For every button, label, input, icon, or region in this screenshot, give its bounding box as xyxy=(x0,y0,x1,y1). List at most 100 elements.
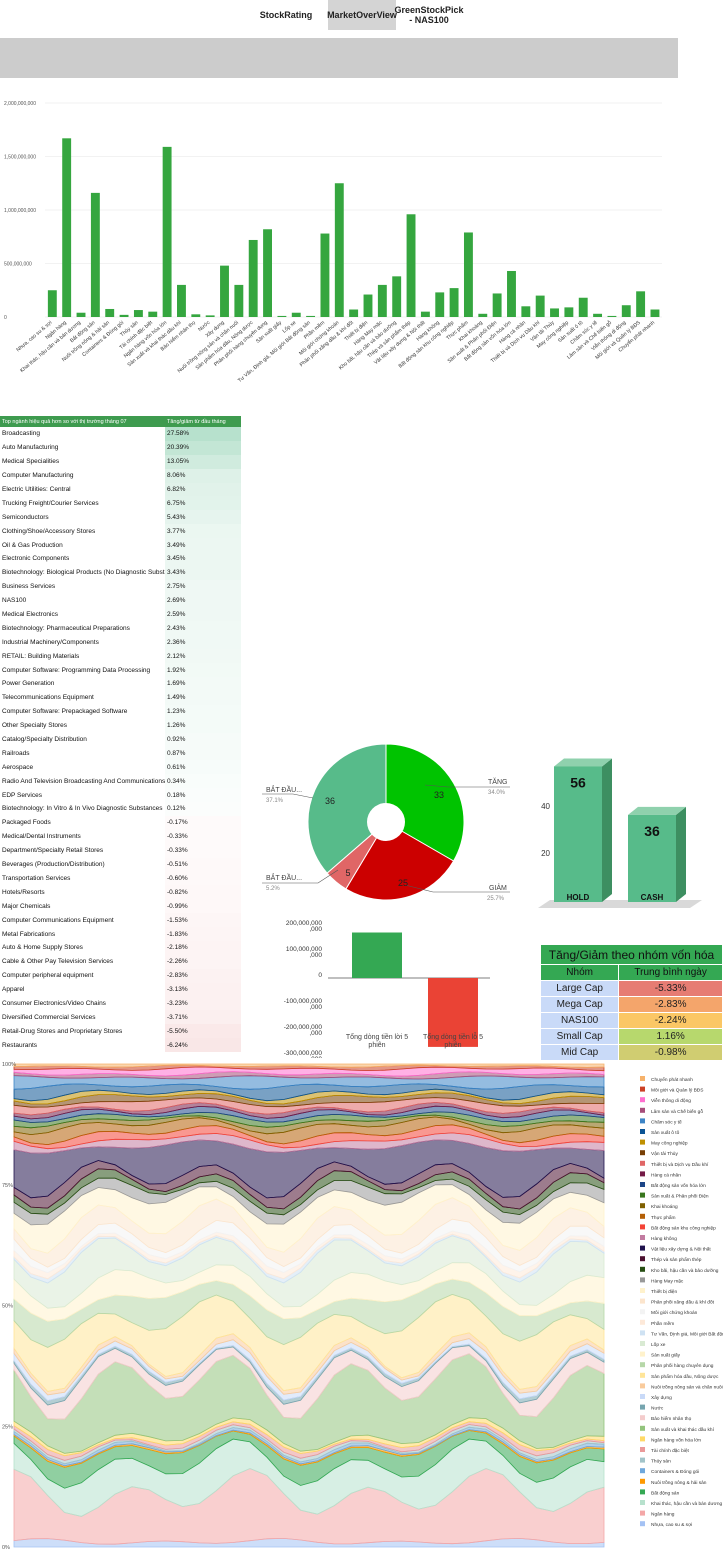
legend-swatch xyxy=(640,1182,645,1187)
legend-swatch xyxy=(640,1097,645,1103)
sector-change: 2.59% xyxy=(165,607,241,622)
table-row: Restaurants -6.24% xyxy=(0,1038,241,1053)
sector-name: NAS100 xyxy=(2,597,27,605)
bar-16 xyxy=(263,229,272,317)
sector-name: Hotels/Resorts xyxy=(2,888,45,896)
sector-name: Retail-Drug Stores and Proprietary Store… xyxy=(2,1027,123,1035)
legend-swatch xyxy=(640,1139,645,1145)
legend-swatch xyxy=(640,1383,645,1389)
legend-swatch xyxy=(640,1150,645,1156)
legend-label: Ngân hàng vốn hóa lớn xyxy=(651,1437,701,1443)
cap-group-name: Large Cap xyxy=(539,980,620,997)
legend-label: Sản phẩm hóa dầu, Nông dược xyxy=(651,1373,719,1380)
sector-name: EDP Services xyxy=(2,791,42,799)
legend-swatch xyxy=(640,1489,645,1495)
sector-change: 0.18% xyxy=(165,788,241,803)
sector-name: Medical Specialities xyxy=(2,458,60,466)
table-row: Electric Utilities: Central 6.82% xyxy=(0,482,241,497)
table-row: Computer peripheral equipment -2.83% xyxy=(0,968,241,983)
legend-label: Nuôi trồng nông & hải sản xyxy=(651,1480,707,1486)
table-row: Beverages (Production/Distribution) -0.51… xyxy=(0,857,241,872)
tab-stock-rating[interactable]: StockRating xyxy=(259,10,313,20)
hold-cash-y-tick-40: 40 xyxy=(541,802,550,811)
legend-swatch xyxy=(640,1500,645,1505)
cap-group-avg: -0.98% xyxy=(618,1044,723,1061)
bar-34 xyxy=(521,306,531,317)
table-row: Medical Electronics 2.59% xyxy=(0,607,241,622)
cap-table-header-avg: Trung bình ngày xyxy=(618,964,723,981)
bar-42 xyxy=(636,291,646,317)
sector-name: Consumer Electronics/Video Chains xyxy=(2,999,106,1007)
sector-name: Biotechnology: Biological Products (No D… xyxy=(2,569,165,577)
sector-change: 3.77% xyxy=(165,524,241,539)
bar-33 xyxy=(507,270,516,317)
flow-y-tick-label: ,000 xyxy=(309,952,322,959)
pie-label-flat-big: BẮT ĐẦU... xyxy=(266,784,302,794)
sector-name: Department/Specialty Retail Stores xyxy=(2,847,104,855)
sector-change: 0.87% xyxy=(165,746,241,761)
table-row: Power Generation 1.69% xyxy=(0,677,241,691)
bar-side-cash xyxy=(676,806,686,902)
bar-hold xyxy=(554,766,602,902)
bar-y-tick-label: 500,000,000 xyxy=(4,262,32,268)
pie-count-up: 33 xyxy=(434,790,444,800)
legend-swatch xyxy=(640,1213,645,1219)
legend-swatch xyxy=(640,1478,645,1484)
sector-name: Packaged Foods xyxy=(2,819,51,827)
flow-bar-2 xyxy=(428,978,478,1047)
legend-label: Nước xyxy=(651,1406,664,1412)
table-row: Retail-Drug Stores and Proprietary Store… xyxy=(0,1024,241,1039)
sector-change: 8.06% xyxy=(165,468,241,483)
pie-slice-1 xyxy=(385,743,465,862)
bar-10 xyxy=(177,284,186,317)
table-row: Aerospace 0.61% xyxy=(0,760,241,775)
tab-market-overview[interactable]: MarketOverView xyxy=(327,0,397,30)
legend-label: Containers & Đóng gói xyxy=(651,1469,699,1475)
legend-label: Thủy sản xyxy=(651,1458,671,1465)
legend-label: May công nghiệp xyxy=(651,1141,688,1147)
pie-slices xyxy=(307,743,465,901)
sector-share-area-chart: 100% 75% 50% 25% 0% Chuyển phát nhanh Môi giớ… xyxy=(2,1062,723,1551)
table-row: RETAIL: Building Materials 2.12% xyxy=(0,649,241,664)
bar-38 xyxy=(578,297,588,317)
sector-name: Biotechnology: In Vitro & In Vivo Diagno… xyxy=(2,805,163,813)
legend-swatch xyxy=(640,1351,645,1357)
sector-change: -1.53% xyxy=(165,913,241,928)
bar-y-tick-label: 1,000,000,000 xyxy=(4,208,36,214)
legend-swatch xyxy=(640,1203,645,1209)
pie-leader-lines xyxy=(262,784,510,893)
legend-swatch xyxy=(640,1330,645,1336)
bar-value-cash: 36 xyxy=(644,823,660,839)
legend-label: Vật liệu xây dựng & Nội thất xyxy=(651,1247,711,1253)
table-row: Large Cap -5.33% xyxy=(539,980,723,997)
sector-change: -0.51% xyxy=(165,857,241,872)
bar-chart-y-ticks: 2,000,000,000 1,500,000,000 1,000,000,000 5… xyxy=(4,101,36,321)
bar-y-tick-label: 2,000,000,000 xyxy=(4,101,36,107)
bar-side-hold xyxy=(602,758,612,902)
legend-swatch xyxy=(640,1447,645,1452)
money-flow-chart: 200,000,000,000100,000,000,0000-100,000,… xyxy=(284,920,490,1058)
bar-5 xyxy=(105,308,115,317)
tab-green-stock-pick[interactable]: GreenStockPick - NAS100 xyxy=(394,5,464,25)
pie-count-flat-big: 36 xyxy=(325,796,335,806)
legend-label: Bất động sản vốn hóa lớn xyxy=(651,1183,706,1189)
table-row: Medical/Dental Instruments -0.33% xyxy=(0,829,241,844)
legend-swatch xyxy=(640,1256,645,1262)
sector-name: Beverages (Production/Distribution) xyxy=(2,861,105,869)
legend-label: Phần mềm xyxy=(651,1321,674,1327)
sector-change: 2.12% xyxy=(165,649,241,664)
flow-y-tick-label: ,000 xyxy=(309,1056,322,1058)
table-row: Auto & Home Supply Stores -2.18% xyxy=(0,940,241,955)
cap-group-name: NAS100 xyxy=(539,1012,620,1029)
flow-x-label: Tổng dòng tiền lỗ 5 xyxy=(423,1032,483,1041)
cap-table-header-group: Nhóm xyxy=(539,964,620,981)
legend-label: Phân phối hàng chuyên dụng xyxy=(651,1363,714,1369)
table-row: Consumer Electronics/Video Chains -3.23% xyxy=(0,996,241,1011)
sector-name: RETAIL: Building Materials xyxy=(2,652,80,660)
sector-change: -2.83% xyxy=(165,968,241,983)
legend-label: Phân phối xăng dầu & khí đốt xyxy=(651,1300,715,1306)
sector-name: Computer Manufacturing xyxy=(2,472,74,480)
legend-label: Lốp xe xyxy=(651,1342,666,1348)
